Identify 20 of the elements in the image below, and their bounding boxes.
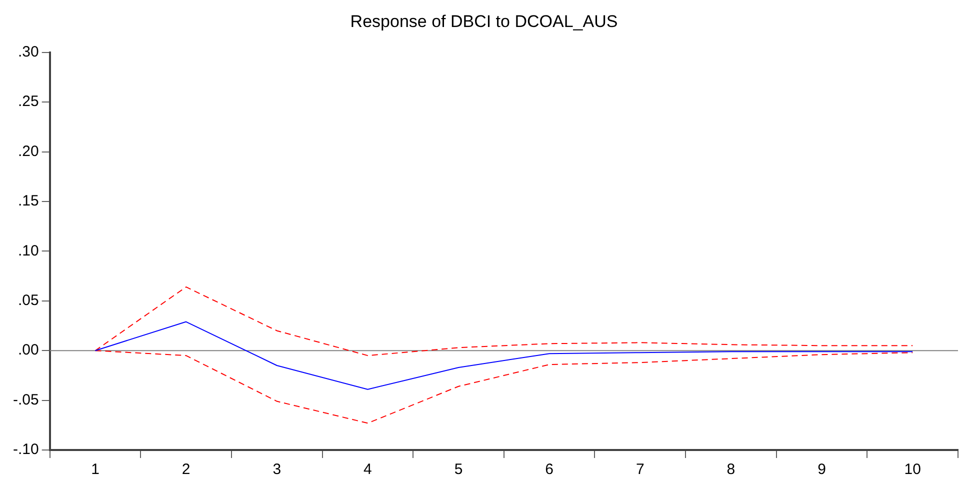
y-tick-label: .15 — [18, 192, 39, 210]
y-tick-label: .00 — [18, 342, 39, 359]
x-tick-label: 1 — [91, 461, 100, 478]
x-tick-label: 7 — [636, 461, 644, 478]
x-tick-label: 3 — [272, 461, 282, 478]
y-tick-label: .25 — [18, 93, 39, 110]
y-tick-label: .20 — [18, 142, 39, 160]
x-tick-label: 9 — [818, 461, 826, 478]
y-tick-label: .30 — [18, 44, 39, 61]
y-tick-label: -.05 — [12, 391, 39, 408]
x-tick-label: 2 — [182, 461, 190, 478]
y-tick-label: .10 — [18, 242, 39, 260]
x-tick-label: 10 — [904, 461, 921, 478]
x-tick-label: 4 — [364, 461, 372, 478]
y-tick-label: .05 — [18, 292, 39, 310]
x-tick-label: 6 — [545, 461, 554, 478]
x-tick-label: 5 — [454, 461, 463, 478]
chart-title: Response of DBCI to DCOAL_AUS — [350, 12, 618, 31]
x-tick-label: 8 — [726, 461, 736, 478]
y-tick-label: -.10 — [12, 441, 39, 458]
